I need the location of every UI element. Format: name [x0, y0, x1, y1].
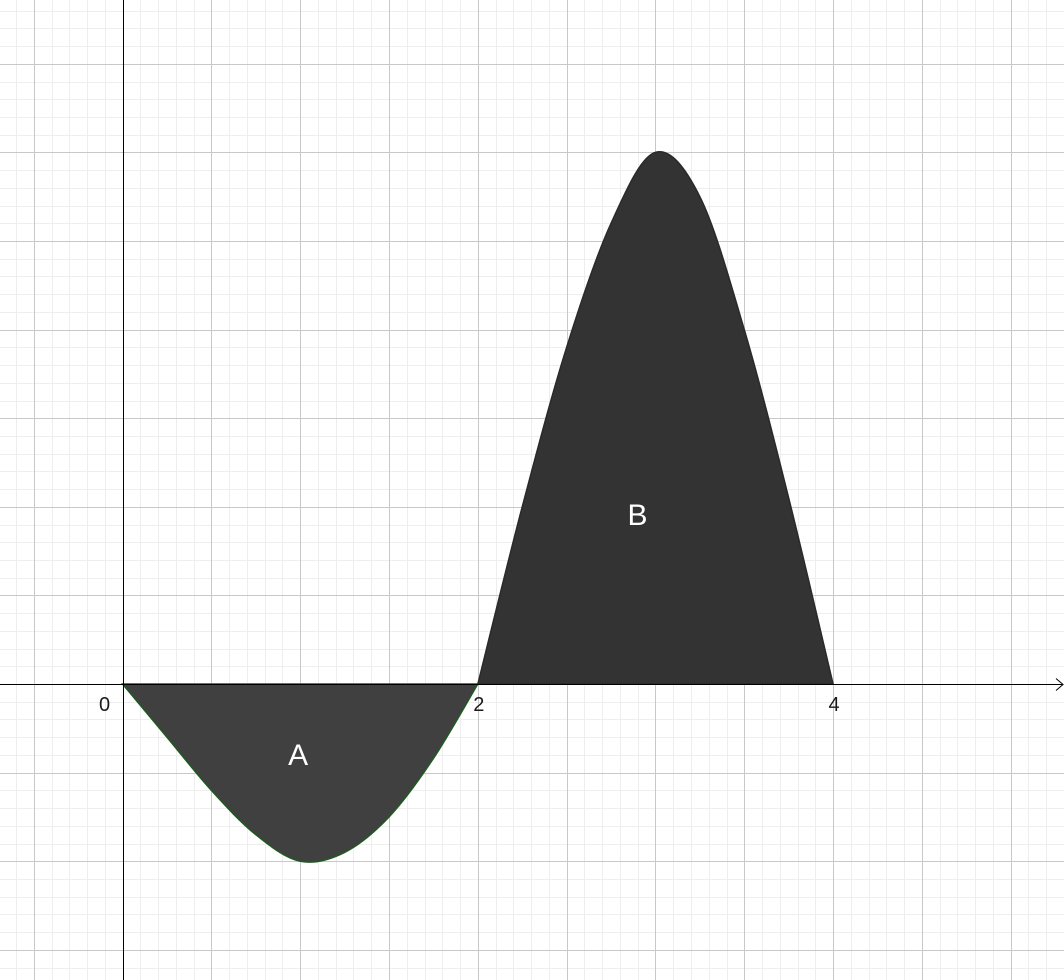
region-b [476, 151, 835, 685]
x-tick-label: 2 [473, 694, 484, 716]
x-tick-label: 0 [99, 694, 110, 716]
x-axis-arrow [1055, 678, 1064, 691]
region-label-b: B [627, 499, 647, 532]
labels: A B 0 2 4 [99, 499, 840, 772]
region-label-a: A [288, 739, 308, 772]
x-axis [0, 678, 1064, 691]
shaded-regions [120, 151, 835, 863]
region-a [120, 683, 480, 863]
x-tick-label: 4 [829, 694, 840, 716]
